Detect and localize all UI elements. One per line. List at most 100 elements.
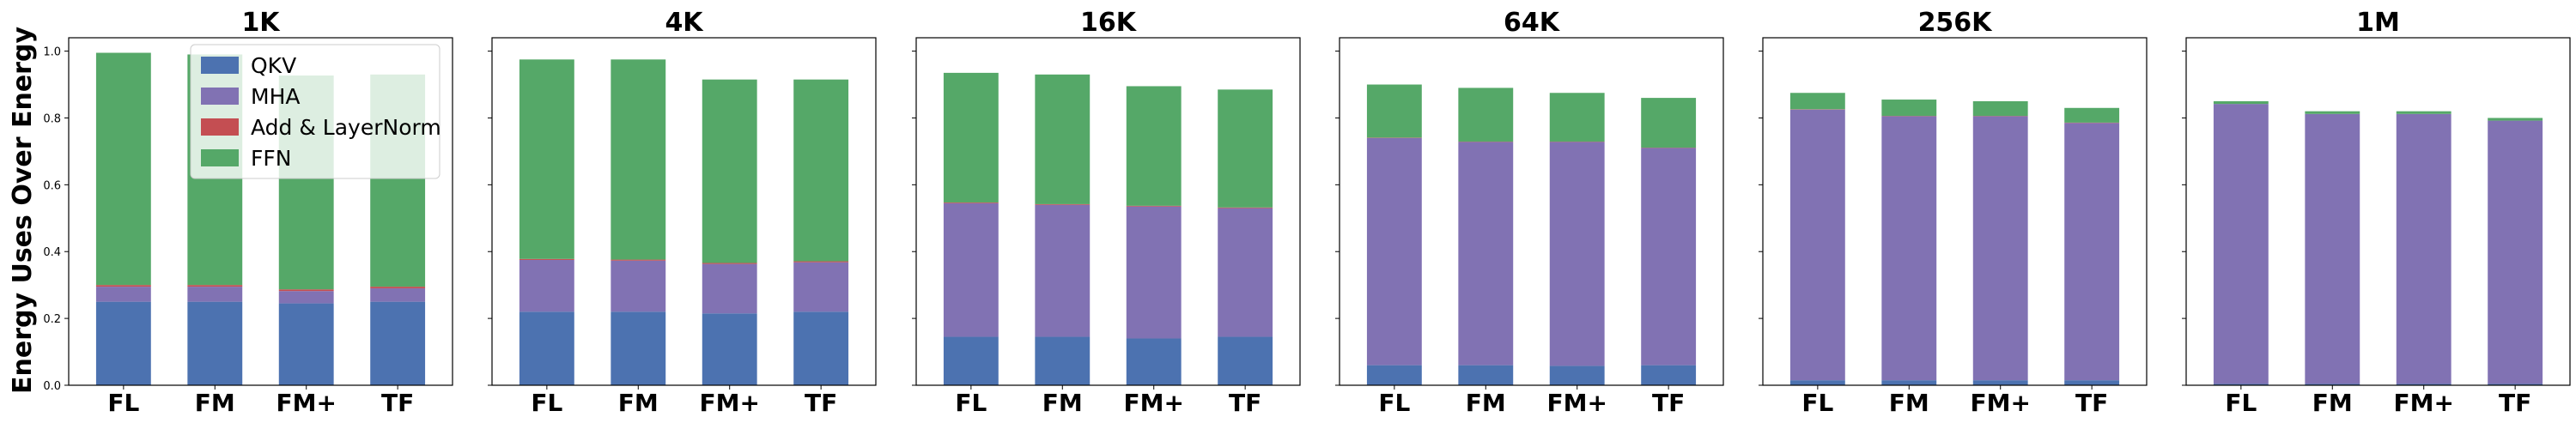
y-tick-label: 1.0 — [43, 46, 61, 59]
bar-add-layernorm-fl — [519, 258, 574, 260]
bar-ffn-tf — [1218, 89, 1273, 208]
bar-add-layernorm-fm — [611, 259, 666, 261]
legend-swatch-ffn — [201, 149, 239, 166]
bar-add-layernorm-fm — [278, 289, 334, 292]
bar-ffn-tf — [2064, 107, 2120, 123]
x-tick-label: FM+ — [276, 389, 336, 417]
bar-mha-tf — [1641, 148, 1697, 366]
bar-qkv-fm — [1126, 338, 1182, 385]
bar-qkv-fm — [1035, 336, 1091, 385]
panel-4k: 4K FL FM FM+ TF — [488, 8, 877, 417]
bar-qkv-fm — [1972, 380, 2028, 385]
bar-ffn-fm — [1972, 100, 2028, 117]
bar-ffn-fl — [1789, 93, 1845, 110]
bar-qkv-fl — [943, 336, 999, 385]
bar-mha-tf — [2064, 123, 2120, 381]
chart-panels: 1K FL FM FM+ TF 0.0 0.2 0.4 0.6 0.8 1.0 4K FL FM FM+ TF… — [43, 8, 2571, 417]
legend-label-add-layernorm: Add & LayerNorm — [251, 115, 441, 140]
y-tick-label: 0.2 — [43, 313, 61, 326]
x-tick-label: FM+ — [1970, 389, 2030, 417]
bar-qkv-tf — [2064, 380, 2120, 385]
bar-mha-tf — [370, 288, 426, 302]
bar-mha-tf — [793, 262, 849, 312]
x-tick-label: FL — [107, 389, 139, 417]
bar-mha-fm — [1972, 116, 2028, 381]
bar-add-layernorm-tf — [793, 261, 849, 263]
legend-box — [190, 44, 440, 179]
bar-mha-fm — [187, 287, 243, 302]
panel-256k: 256K FL FM FM+ TF — [1759, 8, 2148, 417]
bar-ffn-fm — [2305, 111, 2360, 114]
legend-label-qkv: QKV — [251, 53, 296, 78]
bar-add-layernorm-tf — [370, 287, 426, 289]
panel-16k: 16K FL FM FM+ TF — [912, 8, 1301, 417]
panel-title: 64K — [1504, 8, 1561, 38]
y-tick-label: 0.8 — [43, 112, 61, 125]
bar-mha-fl — [519, 259, 574, 312]
bar-ffn-fl — [2213, 100, 2269, 105]
bar-ffn-fm — [1035, 74, 1091, 204]
bar-qkv-fl — [1366, 365, 1422, 385]
x-tick-label: FM — [2312, 389, 2353, 417]
bar-mha-fm — [611, 260, 666, 312]
bar-ffn-fm — [1881, 100, 1937, 117]
bar-qkv-fm — [2396, 384, 2451, 385]
bar-ffn-fl — [1366, 84, 1422, 138]
plot-frame — [68, 37, 453, 386]
x-tick-label: FM+ — [2393, 389, 2453, 417]
x-tick-label: FM — [1466, 389, 1506, 417]
bar-mha-fl — [2213, 104, 2269, 384]
bar-mha-tf — [1218, 208, 1273, 337]
bar-mha-fl — [1789, 109, 1845, 381]
bar-qkv-tf — [370, 301, 426, 385]
bar-qkv-fm — [1458, 365, 1514, 385]
plot-frame — [915, 37, 1301, 386]
bar-mha-fm — [702, 263, 757, 314]
x-tick-label: FM — [1042, 389, 1083, 417]
bar-add-layernorm-fm — [187, 285, 243, 287]
panel-title: 256K — [1918, 8, 1994, 38]
bar-qkv-tf — [1218, 336, 1273, 385]
legend-swatch-mha — [201, 88, 239, 105]
bar-ffn-fm — [1549, 93, 1605, 142]
x-tick-label: TF — [2075, 389, 2108, 417]
bar-ffn-fm — [611, 59, 666, 260]
x-tick-label: TF — [2499, 389, 2531, 417]
legend-swatch-add-layernorm — [201, 118, 239, 136]
x-tick-label: FM+ — [1123, 389, 1183, 417]
bar-mha-fl — [943, 202, 999, 337]
x-tick-label: TF — [1652, 389, 1685, 417]
bar-qkv-fm — [611, 311, 666, 385]
x-tick-label: FL — [531, 389, 562, 417]
y-tick-label: 0.6 — [43, 179, 61, 192]
panel-64k: 64K FL FM FM+ TF — [1335, 8, 1724, 417]
bar-ffn-fl — [943, 72, 999, 202]
legend-label-ffn: FFN — [251, 146, 291, 171]
x-tick-label: FL — [2225, 389, 2257, 417]
x-tick-label: FL — [1378, 389, 1410, 417]
x-tick-label: TF — [381, 389, 414, 417]
panel-title: 1K — [241, 8, 281, 38]
x-tick-label: FL — [1801, 389, 1833, 417]
plot-frame — [491, 37, 877, 386]
plot-frame — [2185, 37, 2571, 386]
bar-mha-fm — [1458, 142, 1514, 366]
bar-mha-fl — [1366, 137, 1422, 366]
legend: QKV MHA Add & LayerNorm FFN — [190, 44, 441, 179]
bar-ffn-fl — [95, 52, 151, 286]
bar-mha-fl — [95, 287, 151, 302]
y-tick-label: 0.4 — [43, 246, 61, 259]
bar-add-layernorm-fl — [943, 202, 999, 203]
bar-ffn-fl — [519, 59, 574, 259]
bar-qkv-fl — [519, 311, 574, 385]
plot-frame — [1339, 37, 1724, 386]
panel-1k: 1K FL FM FM+ TF 0.0 0.2 0.4 0.6 0.8 1.0 — [43, 8, 453, 417]
bar-ffn-fm — [1126, 86, 1182, 206]
bar-add-layernorm-fm — [1126, 205, 1182, 207]
x-tick-label: FL — [955, 389, 987, 417]
bar-add-layernorm-fm — [1035, 203, 1091, 205]
bar-qkv-fm — [2305, 384, 2360, 385]
bar-qkv-tf — [1641, 365, 1697, 385]
plot-frame — [1762, 37, 2148, 386]
